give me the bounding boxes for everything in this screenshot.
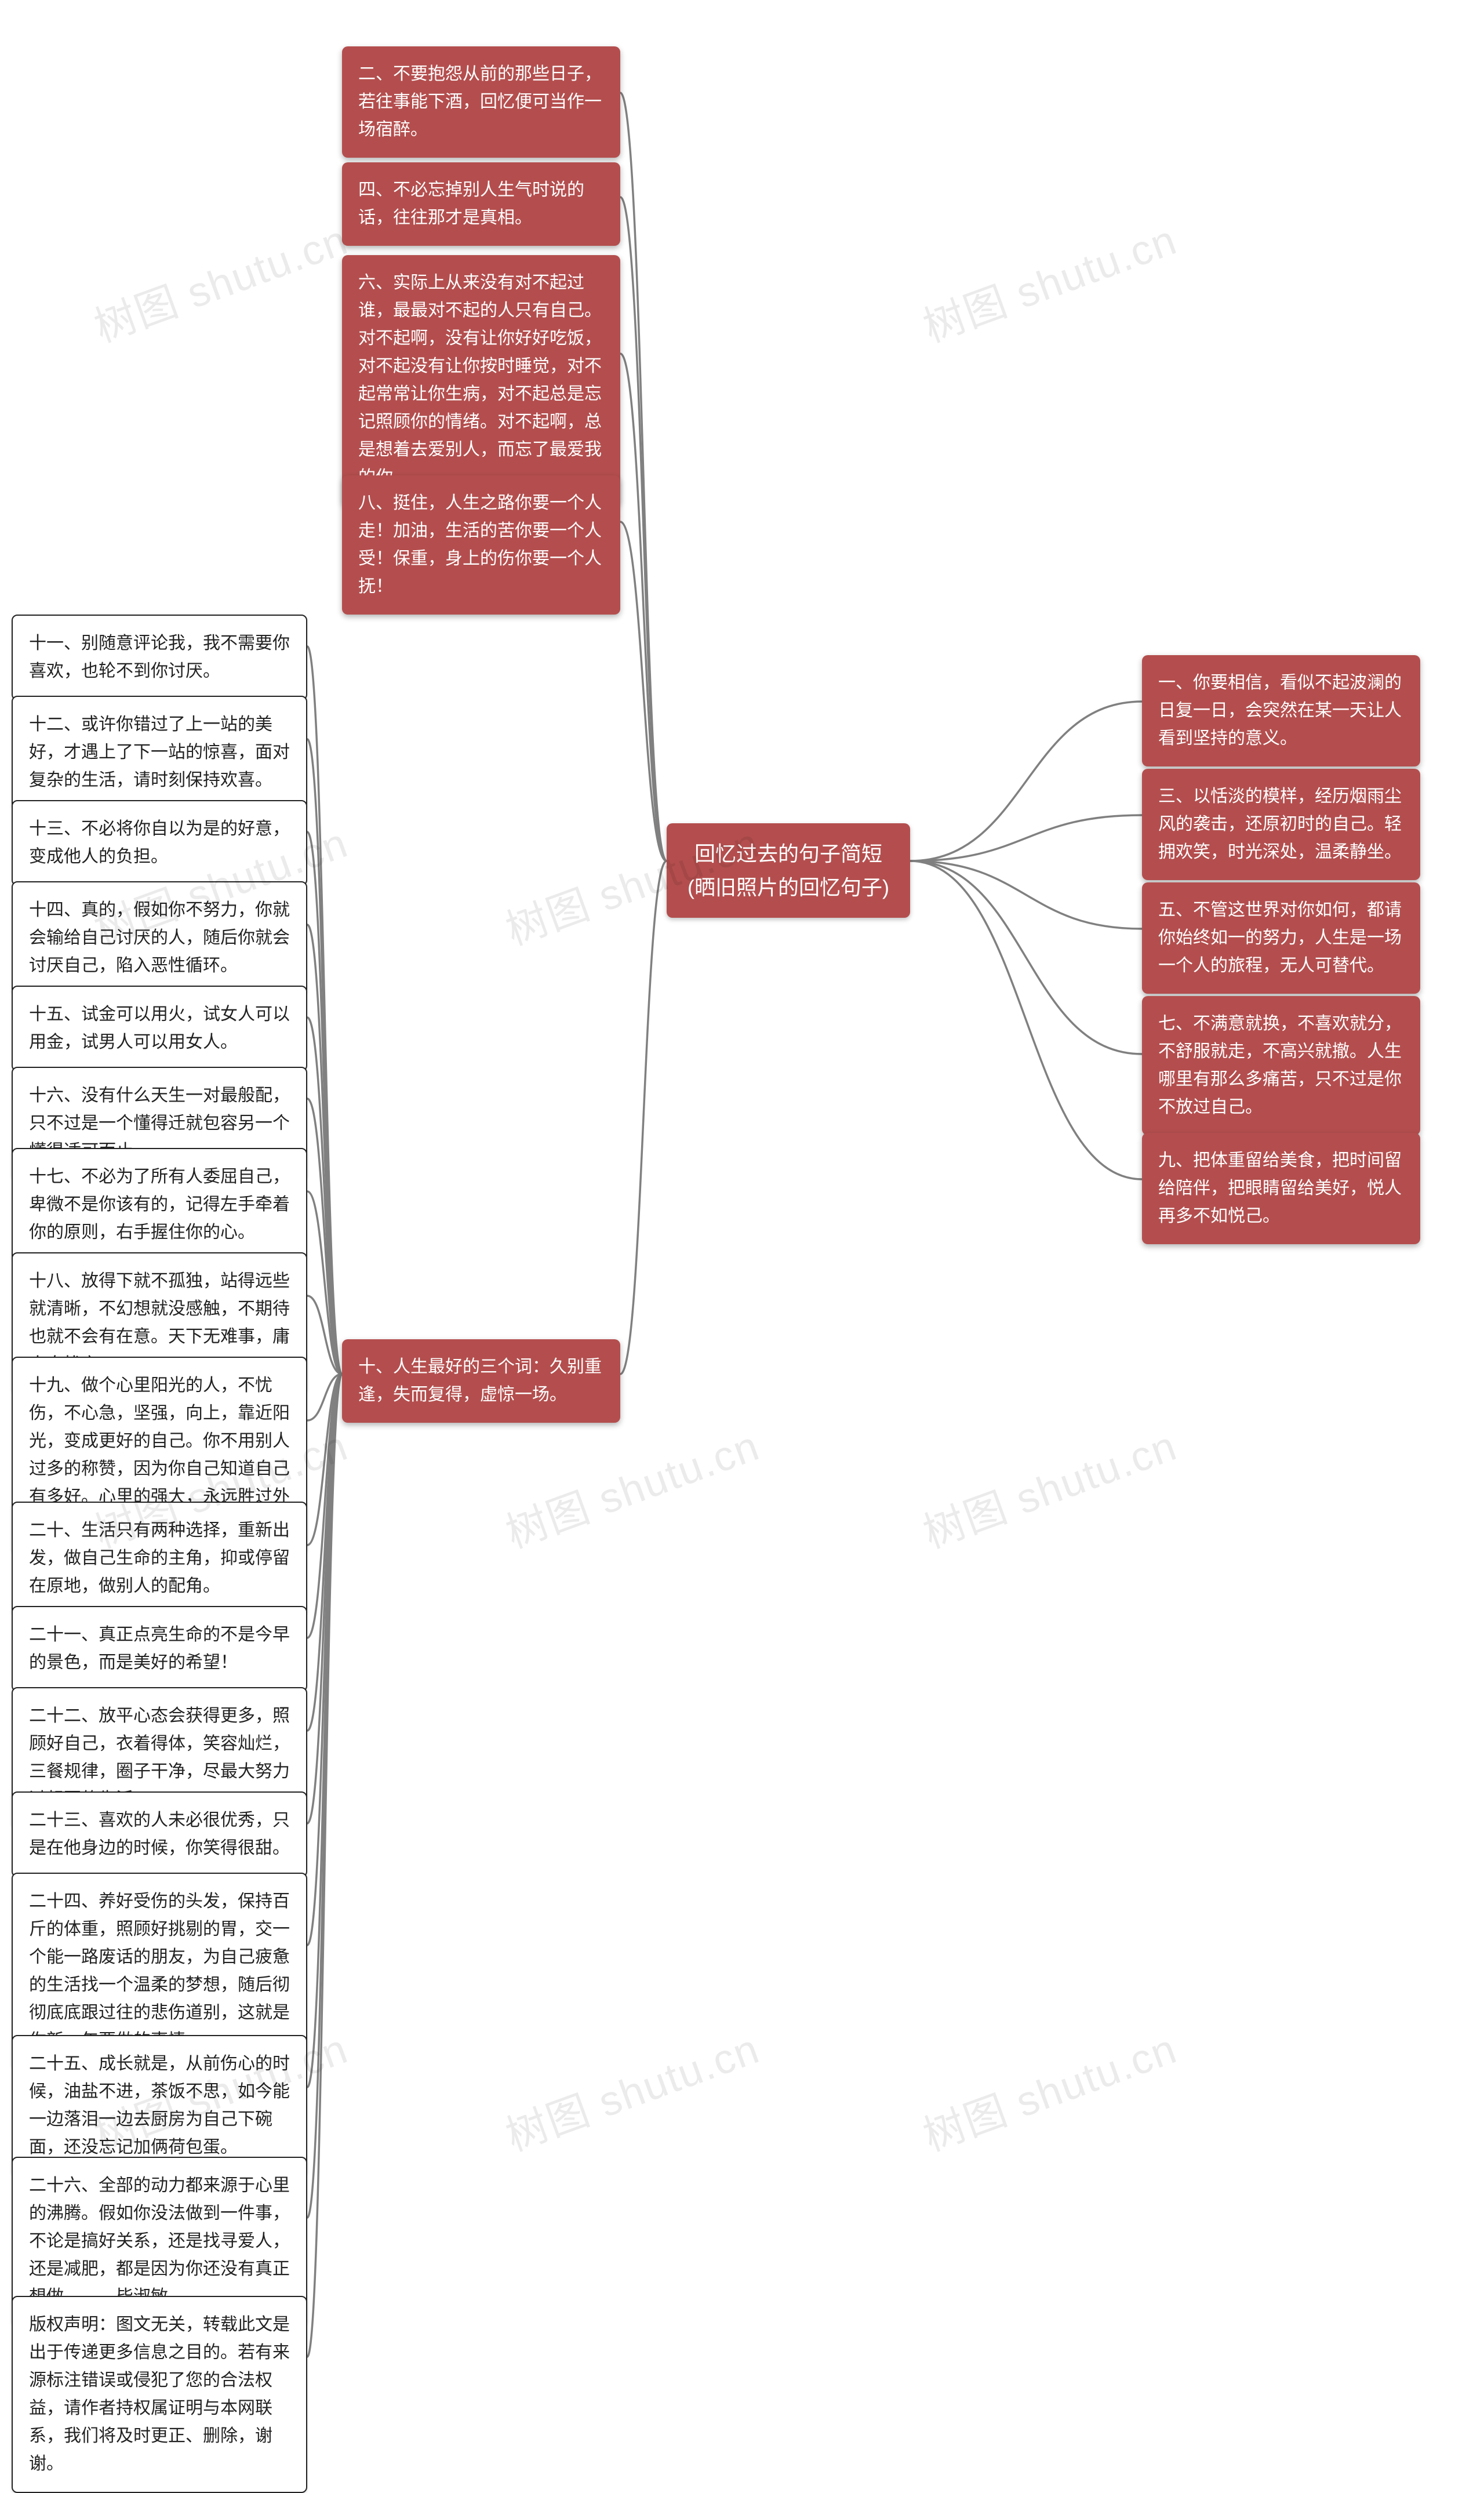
left-child-l6: 六、实际上从来没有对不起过谁，最最对不起的人只有自己。对不起啊，没有让你好好吃饭… — [342, 255, 620, 506]
watermark-5: 树图 shutu.cn — [496, 1412, 766, 1560]
left-child-l10: 十、人生最好的三个词：久别重逢，失而复得，虚惊一场。 — [342, 1339, 620, 1423]
right-child-r3-text: 三、以恬淡的模样，经历烟雨尘风的袭击，还原初时的自己。轻拥欢笑，时光深处，温柔静… — [1158, 787, 1402, 862]
grandchild-g13: 十三、不必将你自以为是的好意，变成他人的负担。 — [12, 800, 307, 886]
grandchild-g24-text: 二十四、养好受伤的头发，保持百斤的体重，照顾好挑剔的胃，交一个能一路废话的朋友，… — [29, 1892, 290, 2050]
left-child-l8-text: 八、挺住，人生之路你要一个人走！加油，生活的苦你要一个人受！保重，身上的伤你要一… — [358, 493, 602, 596]
left-child-l10-text: 十、人生最好的三个词：久别重逢，失而复得，虚惊一场。 — [358, 1357, 602, 1404]
right-child-r5-text: 五、不管这世界对你如何，都请你始终如一的努力，人生是一场一个人的旅程，无人可替代… — [1158, 900, 1402, 975]
grandchild-g25-text: 二十五、成长就是，从前伤心的时候，油盐不进，茶饭不思，如今能一边落泪一边去厨房为… — [29, 2054, 290, 2157]
grandchild-g25: 二十五、成长就是，从前伤心的时候，油盐不进，茶饭不思，如今能一边落泪一边去厨房为… — [12, 2035, 307, 2176]
grandchild-g17: 十七、不必为了所有人委屈自己，卑微不是你该有的，记得左手牵着你的原则，右手握住你… — [12, 1148, 307, 1262]
watermark-8: 树图 shutu.cn — [496, 2015, 766, 2163]
right-child-r9: 九、把体重留给美食，把时间留给陪伴，把眼睛留给美好，悦人再多不如悦己。 — [1142, 1133, 1420, 1244]
grandchild-g21-text: 二十一、真正点亮生命的不是今早的景色，而是美好的希望！ — [29, 1625, 290, 1672]
left-child-l4-text: 四、不必忘掉别人生气时说的话，往往那才是真相。 — [358, 180, 584, 227]
grandchild-g23: 二十三、喜欢的人未必很优秀，只是在他身边的时候，你笑得很甜。 — [12, 1791, 307, 1877]
grandchild-g15: 十五、试金可以用火，试女人可以用金，试男人可以用女人。 — [12, 986, 307, 1071]
grandchild-g11: 十一、别随意评论我，我不需要你喜欢，也轮不到你讨厌。 — [12, 615, 307, 700]
grandchild-g11-text: 十一、别随意评论我，我不需要你喜欢，也轮不到你讨厌。 — [29, 634, 290, 681]
grandchild-g12: 十二、或许你错过了上一站的美好，才遇上了下一站的惊喜，面对复杂的生活，请时刻保持… — [12, 696, 307, 809]
right-child-r3: 三、以恬淡的模样，经历烟雨尘风的袭击，还原初时的自己。轻拥欢笑，时光深处，温柔静… — [1142, 769, 1420, 880]
right-child-r9-text: 九、把体重留给美食，把时间留给陪伴，把眼睛留给美好，悦人再多不如悦己。 — [1158, 1151, 1402, 1226]
grandchild-g20-text: 二十、生活只有两种选择，重新出发，做自己生命的主角，抑或停留在原地，做别人的配角… — [29, 1521, 290, 1596]
watermark-6: 树图 shutu.cn — [914, 1412, 1184, 1560]
right-child-r7-text: 七、不满意就换，不喜欢就分，不舒服就走，不高兴就撤。人生哪里有那么多痛苦，只不过… — [1158, 1014, 1402, 1117]
grandchild-g21: 二十一、真正点亮生命的不是今早的景色，而是美好的希望！ — [12, 1606, 307, 1692]
watermark-0: 树图 shutu.cn — [85, 206, 355, 354]
left-child-l2-text: 二、不要抱怨从前的那些日子，若往事能下酒，回忆便可当作一场宿醉。 — [358, 64, 602, 139]
right-child-r1: 一、你要相信，看似不起波澜的日复一日，会突然在某一天让人看到坚持的意义。 — [1142, 655, 1420, 766]
grandchild-g12-text: 十二、或许你错过了上一站的美好，才遇上了下一站的惊喜，面对复杂的生活，请时刻保持… — [29, 715, 290, 790]
grandchild-g20: 二十、生活只有两种选择，重新出发，做自己生命的主角，抑或停留在原地，做别人的配角… — [12, 1502, 307, 1615]
grandchild-g14-text: 十四、真的，假如你不努力，你就会输给自己讨厌的人，随后你就会讨厌自己，陷入恶性循… — [29, 900, 290, 975]
left-child-l2: 二、不要抱怨从前的那些日子，若往事能下酒，回忆便可当作一场宿醉。 — [342, 46, 620, 158]
center-node-text: 回忆过去的句子简短(晒旧照片的回忆句子) — [688, 842, 889, 899]
grandchild-g14: 十四、真的，假如你不努力，你就会输给自己讨厌的人，随后你就会讨厌自己，陷入恶性循… — [12, 881, 307, 995]
center-node: 回忆过去的句子简短(晒旧照片的回忆句子) — [667, 823, 910, 918]
grandchild-g13-text: 十三、不必将你自以为是的好意，变成他人的负担。 — [29, 819, 290, 866]
right-child-r7: 七、不满意就换，不喜欢就分，不舒服就走，不高兴就撤。人生哪里有那么多痛苦，只不过… — [1142, 996, 1420, 1135]
left-child-l6-text: 六、实际上从来没有对不起过谁，最最对不起的人只有自己。对不起啊，没有让你好好吃饭… — [358, 273, 602, 487]
watermark-9: 树图 shutu.cn — [914, 2015, 1184, 2163]
left-child-l4: 四、不必忘掉别人生气时说的话，往往那才是真相。 — [342, 162, 620, 246]
watermark-1: 树图 shutu.cn — [914, 206, 1184, 354]
grandchild-g27-text: 版权声明：图文无关，转载此文是出于传递更多信息之目的。若有来源标注错误或侵犯了您… — [29, 2315, 290, 2473]
right-child-r5: 五、不管这世界对你如何，都请你始终如一的努力，人生是一场一个人的旅程，无人可替代… — [1142, 882, 1420, 994]
grandchild-g26-text: 二十六、全部的动力都来源于心里的沸腾。假如你没法做到一件事，不论是搞好关系，还是… — [29, 2176, 290, 2306]
grandchild-g23-text: 二十三、喜欢的人未必很优秀，只是在他身边的时候，你笑得很甜。 — [29, 1811, 290, 1858]
grandchild-g27: 版权声明：图文无关，转载此文是出于传递更多信息之目的。若有来源标注错误或侵犯了您… — [12, 2296, 307, 2493]
grandchild-g15-text: 十五、试金可以用火，试女人可以用金，试男人可以用女人。 — [29, 1005, 290, 1052]
right-child-r1-text: 一、你要相信，看似不起波澜的日复一日，会突然在某一天让人看到坚持的意义。 — [1158, 673, 1402, 748]
left-child-l8: 八、挺住，人生之路你要一个人走！加油，生活的苦你要一个人受！保重，身上的伤你要一… — [342, 475, 620, 615]
grandchild-g17-text: 十七、不必为了所有人委屈自己，卑微不是你该有的，记得左手牵着你的原则，右手握住你… — [29, 1167, 290, 1242]
